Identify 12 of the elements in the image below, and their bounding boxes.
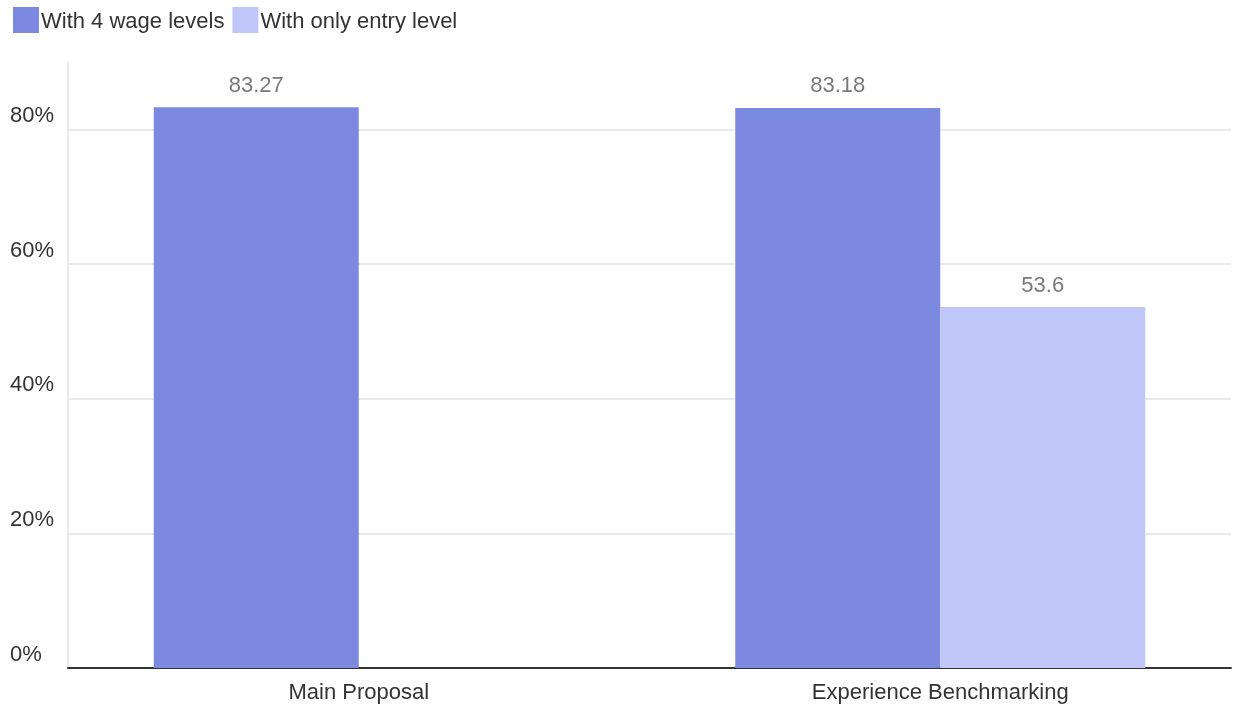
y-tick-label: 60% (10, 236, 55, 262)
data-label: 83.27 (228, 71, 284, 97)
x-tick-label: Experience Benchmarking (811, 678, 1069, 704)
data-label: 83.18 (810, 72, 866, 98)
legend-label: With 4 wage levels (41, 7, 225, 33)
data-label: 53.6 (1021, 271, 1065, 297)
x-tick-label: Main Proposal (288, 678, 430, 704)
legend-label: With only entry level (260, 7, 458, 33)
y-tick-label: 0% (10, 640, 42, 666)
y-tick-label: 20% (10, 505, 55, 531)
y-tick-label: 40% (10, 371, 55, 397)
y-tick-label: 80% (10, 101, 55, 127)
